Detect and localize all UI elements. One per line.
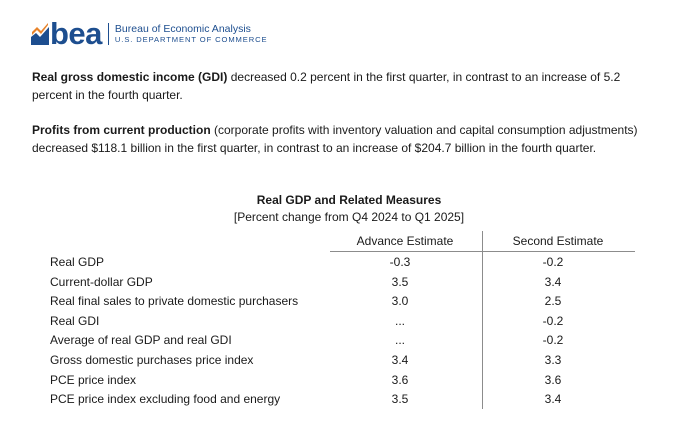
advance-value: 3.5 [391,274,409,289]
logo-text: Bureau of Economic Analysis U.S. DEPARTM… [114,22,268,45]
table-subtitle: [Percent change from Q4 2024 to Q1 2025] [233,210,465,224]
advance-value: 3.4 [391,352,409,367]
profits-heading: Profits from current production [32,123,211,137]
second-value: -0.2 [542,333,564,348]
second-value: -0.2 [542,255,564,269]
logo-wordmark: bea [50,16,102,51]
second-value: 3.4 [544,274,562,289]
header-underline-second [483,251,635,252]
second-value: 3.3 [544,352,562,367]
row-label: PCE price index [50,372,137,387]
second-value: -0.2 [542,313,564,328]
table-row: Current-dollar GDP 3.5 3.4 [0,273,698,293]
column-header-second: Second Estimate [512,234,604,248]
profits-text: (corporate profits with inventory valuat… [32,123,638,155]
second-value: 2.5 [544,294,562,309]
column-header-advance: Advance Estimate [356,234,454,248]
table-row: Gross domestic purchases price index 3.4… [0,351,698,371]
table-row: Real final sales to private domestic pur… [0,292,698,312]
row-label: Real GDI [50,313,100,328]
advance-value: 3.6 [391,372,409,387]
gdi-heading: Real gross domestic income (GDI) [32,70,228,84]
table-row: PCE price index excluding food and energ… [0,390,698,410]
table-row: Average of real GDP and real GDI ... -0.… [0,331,698,351]
logo-divider [107,23,109,45]
table-title: Real GDP and Related Measures [256,193,442,207]
table-row: PCE price index 3.6 3.6 [0,371,698,391]
second-value: 3.4 [544,392,562,407]
bea-logo[interactable]: bea Bureau of Economic Analysis U.S. DEP… [31,16,268,51]
profits-paragraph: Profits from current production (corpora… [32,121,652,157]
row-label: Real GDP [50,255,105,269]
table-row: Real GDI ... -0.2 [0,312,698,332]
row-label: Real final sales to private domestic pur… [50,294,299,309]
second-value: 3.6 [544,372,562,387]
table-body: Real GDP -0.3 -0.2 Current-dollar GDP 3.… [0,253,698,410]
bea-chart-mark-icon [31,23,49,45]
row-label: PCE price index excluding food and energ… [50,392,281,407]
advance-value: -0.3 [389,255,411,269]
logo-agency-name: Bureau of Economic Analysis [114,22,251,35]
advance-value: 3.0 [391,294,409,309]
logo-department-name: U.S. DEPARTMENT OF COMMERCE [114,34,268,44]
row-label: Average of real GDP and real GDI [50,333,232,348]
table-row: Real GDP -0.3 -0.2 [0,253,698,273]
header-underline-advance [330,251,482,252]
gdi-paragraph: Real gross domestic income (GDI) decreas… [32,68,652,104]
advance-value: ... [394,333,405,348]
advance-value: ... [394,313,405,328]
row-label: Gross domestic purchases price index [50,352,254,367]
column-divider [482,231,483,409]
row-label: Current-dollar GDP [50,274,153,289]
advance-value: 3.5 [391,392,409,407]
gdi-text: decreased 0.2 percent in the first quart… [32,70,621,102]
